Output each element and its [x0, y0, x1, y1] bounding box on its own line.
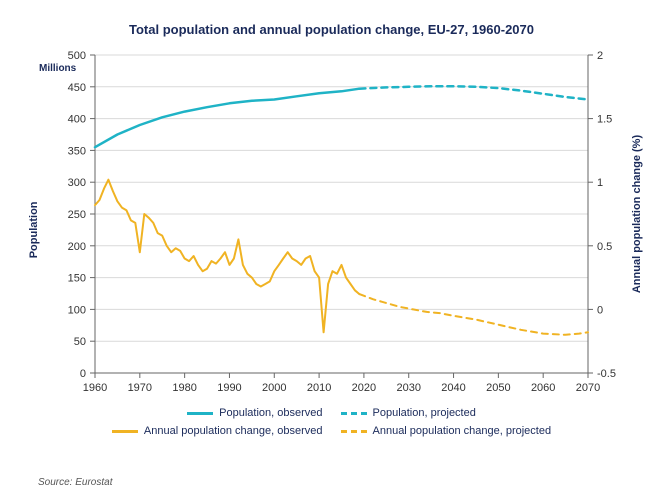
svg-text:2020: 2020	[352, 382, 376, 394]
svg-text:1990: 1990	[217, 382, 241, 394]
svg-text:50: 50	[74, 336, 86, 348]
svg-text:150: 150	[68, 273, 86, 285]
svg-text:500: 500	[68, 50, 86, 62]
svg-text:400: 400	[68, 114, 86, 126]
svg-text:300: 300	[68, 177, 86, 189]
svg-text:-0.5: -0.5	[597, 368, 616, 380]
legend-label: Annual population change, projected	[373, 425, 552, 437]
svg-text:100: 100	[68, 304, 86, 316]
svg-text:0: 0	[597, 304, 603, 316]
source-note: Source: Eurostat	[38, 477, 112, 488]
svg-text:200: 200	[68, 241, 86, 253]
svg-text:1: 1	[597, 177, 603, 189]
svg-text:2000: 2000	[262, 382, 286, 394]
svg-text:0: 0	[80, 368, 86, 380]
legend-label: Population, projected	[373, 407, 476, 419]
svg-text:2060: 2060	[531, 382, 555, 394]
chart-svg: 1960197019801990200020102020203020402050…	[0, 37, 663, 407]
svg-text:1.5: 1.5	[597, 114, 612, 126]
svg-text:1980: 1980	[172, 382, 196, 394]
legend-change-projected: Annual population change, projected	[341, 425, 552, 437]
svg-text:2030: 2030	[396, 382, 420, 394]
svg-text:Population: Population	[28, 201, 40, 258]
svg-text:1970: 1970	[128, 382, 152, 394]
svg-text:Millions: Millions	[39, 63, 77, 74]
legend-pop-projected: Population, projected	[341, 407, 476, 419]
chart-root: { "title": "Total population and annual …	[0, 0, 663, 502]
legend-label: Annual population change, observed	[144, 425, 323, 437]
svg-text:350: 350	[68, 145, 86, 157]
svg-text:0.5: 0.5	[597, 241, 612, 253]
svg-text:2050: 2050	[486, 382, 510, 394]
chart-area: 1960197019801990200020102020203020402050…	[0, 37, 663, 407]
svg-text:1960: 1960	[83, 382, 107, 394]
svg-text:2070: 2070	[576, 382, 600, 394]
svg-text:250: 250	[68, 209, 86, 221]
chart-title: Total population and annual population c…	[0, 0, 663, 37]
legend-change-observed: Annual population change, observed	[112, 425, 323, 437]
legend-label: Population, observed	[219, 407, 322, 419]
legend-pop-observed: Population, observed	[187, 407, 322, 419]
svg-text:2010: 2010	[307, 382, 331, 394]
svg-text:2: 2	[597, 50, 603, 62]
svg-text:2040: 2040	[441, 382, 465, 394]
legend: Population, observed Population, project…	[82, 407, 582, 437]
svg-text:450: 450	[68, 82, 86, 94]
svg-text:Annual population change (%): Annual population change (%)	[631, 135, 643, 294]
